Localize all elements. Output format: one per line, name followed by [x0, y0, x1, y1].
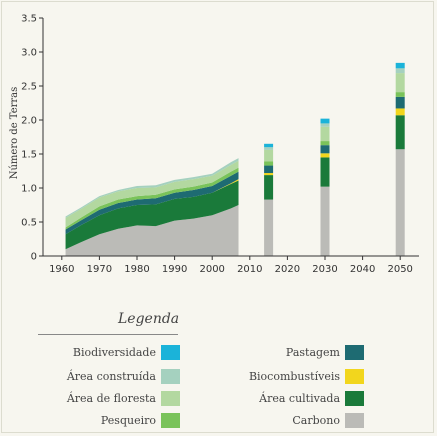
legend-label: Pastagem	[285, 346, 340, 359]
bar-segment-1-4	[264, 165, 274, 174]
chart: 1960 1970 1980 1990 2000 2010 2020 2030 2040 2050…	[9, 14, 419, 275]
legend-label: Área cultivada	[259, 392, 340, 405]
legend-swatch	[161, 391, 180, 406]
legend-swatch	[161, 413, 180, 428]
bar-segment-3-8	[395, 62, 405, 69]
legend-label: Carbono	[292, 414, 340, 427]
bar-segment-2-3	[320, 153, 330, 158]
legend-label: Área construída	[66, 370, 156, 383]
legend-swatch	[345, 391, 364, 406]
y-tick-label-7: 3.0	[21, 48, 37, 59]
bar-segment-3-7	[395, 68, 405, 74]
bar-segment-3-4	[395, 96, 405, 109]
bar-segment-3-2	[395, 115, 405, 150]
bar-segment-1-5	[264, 161, 274, 166]
bar-segment-1-7	[264, 147, 274, 150]
legend-divider	[38, 334, 178, 335]
bar-segment-2-4	[320, 145, 330, 154]
y-axis-label: Número de Terras	[9, 87, 20, 180]
y-tick-label-6: 2.5	[21, 82, 37, 93]
legend-swatch	[345, 413, 364, 428]
x-tick-label-2: 1970	[87, 264, 112, 275]
bar-segment-2-5	[320, 141, 330, 146]
area-6	[65, 160, 239, 228]
bar-segment-1-3	[264, 173, 274, 176]
y-tick-label-4: 1.5	[21, 150, 37, 161]
legend-label: Área de floresta	[66, 392, 156, 405]
bar-segment-1-2	[264, 175, 274, 200]
bar-segment-3-6	[395, 73, 405, 93]
bar-segment-2-1	[320, 186, 330, 256]
bar-segment-2-6	[320, 126, 330, 142]
bar-segment-3-3	[395, 108, 405, 116]
legend-item: Área construída	[20, 369, 180, 385]
legend-item: Biodiversidade	[20, 345, 180, 361]
x-tick-label-4: 1990	[162, 264, 187, 275]
x-tick-label-7: 2020	[275, 264, 300, 275]
area-1	[65, 205, 239, 256]
x-tick-label-1: 1960	[49, 264, 74, 275]
x-tick-label-5: 2000	[199, 264, 224, 275]
y-tick-label-2: 0.5	[21, 218, 37, 229]
legend-item: Área cultivada	[204, 391, 364, 407]
legend-item: Área de floresta	[20, 391, 180, 407]
area-2	[65, 180, 239, 250]
bar-segment-2-8	[320, 118, 330, 124]
legend-item: Carbono	[204, 413, 364, 429]
legend-item: Pesqueiro	[20, 413, 180, 429]
x-tick-label-3: 1980	[124, 264, 149, 275]
y-tick-label-5: 2.0	[21, 116, 37, 127]
legend-swatch	[161, 369, 180, 384]
legend-title: Legenda	[118, 311, 180, 327]
bar-segment-3-1	[395, 149, 405, 256]
y-tick-label-8: 3.5	[21, 14, 37, 25]
area-4	[65, 171, 239, 235]
bar-segment-1-6	[264, 149, 274, 162]
legend-item: Pastagem	[204, 345, 364, 361]
bar-segment-1-8	[264, 143, 274, 148]
x-tick-label-10: 2050	[387, 264, 412, 275]
y-tick-label-3: 1.0	[21, 184, 37, 195]
x-tick-label-9: 2040	[350, 264, 375, 275]
bar-segment-2-2	[320, 157, 330, 187]
bar-segment-3-5	[395, 92, 405, 97]
legend-label: Biodiversidade	[72, 346, 156, 359]
bar-segment-1-1	[264, 199, 274, 256]
legend-swatch	[161, 345, 180, 360]
x-tick-label-8: 2030	[312, 264, 337, 275]
y-tick-label-1: 0	[31, 252, 37, 263]
x-tick-label-6: 2010	[237, 264, 262, 275]
legend-label: Biocombustíveis	[248, 370, 340, 383]
legend-item: Biocombustíveis	[204, 369, 364, 385]
bar-segment-2-7	[320, 123, 330, 127]
legend-swatch	[345, 369, 364, 384]
legend-label: Pesqueiro	[100, 414, 156, 427]
legend-swatch	[345, 345, 364, 360]
